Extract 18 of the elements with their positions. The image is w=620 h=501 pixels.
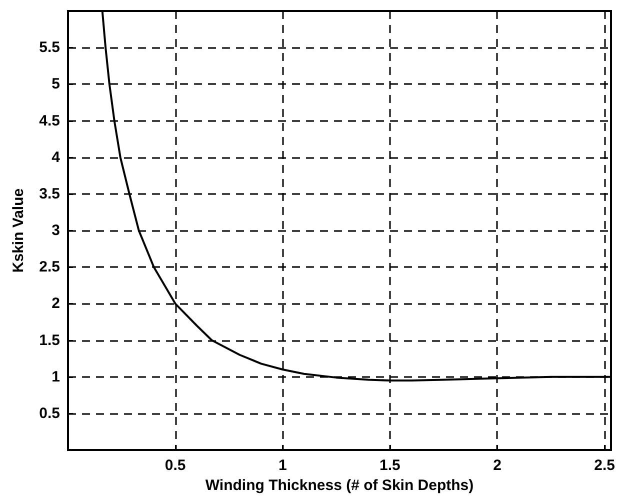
y-tick-label: 2.5	[39, 258, 60, 276]
x-tick-label: 1	[278, 457, 287, 474]
x-axis-title: Winding Thickness (# of Skin Depths)	[205, 477, 474, 494]
y-tick-label: 3.5	[39, 185, 60, 202]
y-tick-label: 0.5	[39, 404, 60, 422]
y-tick-label: 1	[52, 368, 60, 386]
y-tick-label: 5.5	[39, 39, 60, 56]
x-tick-label: 2.5	[594, 457, 615, 474]
x-tick-label: 0.5	[164, 457, 186, 474]
y-axis-title: Kskin Value	[10, 188, 27, 273]
y-tick-label: 1.5	[39, 332, 60, 349]
y-tick-label: 3	[52, 222, 60, 239]
y-tick-label: 4.5	[39, 112, 60, 130]
x-tick-label: 2	[493, 457, 502, 474]
y-tick-label: 2	[52, 295, 60, 312]
y-tick-label: 4	[52, 148, 61, 166]
y-tick-label: 5	[52, 76, 60, 93]
x-tick-label: 1.5	[380, 457, 400, 474]
